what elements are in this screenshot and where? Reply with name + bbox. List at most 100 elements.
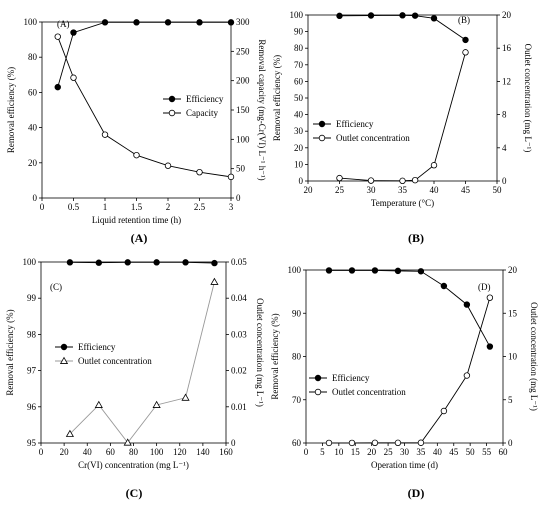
y-tick-label: 0 bbox=[33, 193, 38, 203]
series-efficiency bbox=[325, 267, 494, 350]
y2-tick-label: 8 bbox=[502, 110, 507, 120]
legend-label: Capacity bbox=[186, 108, 218, 118]
y-tick-label: 80 bbox=[294, 43, 304, 53]
x-tick-label: 55 bbox=[482, 447, 492, 457]
y-tick-label: 70 bbox=[292, 395, 302, 405]
panel-tag: (C) bbox=[50, 282, 62, 292]
y2-tick-label: 250 bbox=[236, 46, 250, 56]
data-point bbox=[486, 294, 494, 301]
y-tick-label: 20 bbox=[28, 158, 38, 168]
legend-marker bbox=[59, 356, 69, 364]
x-tick-label: 5 bbox=[320, 447, 325, 457]
x-tick-label: 50 bbox=[466, 447, 476, 457]
y-tick-label: 80 bbox=[292, 352, 302, 362]
y-tick-label: 98 bbox=[27, 329, 37, 339]
data-point bbox=[164, 162, 172, 169]
data-point bbox=[462, 36, 469, 44]
x-tick-label: 20 bbox=[304, 185, 314, 195]
y2-tick-label: 20 bbox=[502, 10, 512, 20]
x-tick-label: 60 bbox=[106, 447, 116, 457]
legend-marker bbox=[168, 109, 176, 117]
y-tick-label: 70 bbox=[294, 60, 304, 70]
data-point bbox=[348, 439, 356, 447]
y2-tick-label: 0 bbox=[508, 438, 513, 448]
series-line bbox=[69, 261, 215, 264]
y-tick-label: 50 bbox=[294, 93, 304, 103]
series-line bbox=[57, 36, 232, 178]
legend: Efficiency Outlet concentration bbox=[309, 373, 406, 397]
y2-tick-label: 10 bbox=[508, 352, 518, 362]
data-point bbox=[70, 74, 77, 81]
x-tick-label: 45 bbox=[449, 447, 459, 457]
data-point bbox=[367, 12, 375, 19]
y2-tick-label: 50 bbox=[236, 164, 246, 174]
legend: Efficiency Outlet concentration bbox=[55, 342, 152, 366]
y-tick-label: 100 bbox=[23, 257, 37, 267]
y-tick-label: 60 bbox=[294, 76, 304, 86]
data-point bbox=[463, 301, 471, 308]
x-tick-label: 25 bbox=[335, 185, 345, 195]
series-line bbox=[57, 21, 231, 88]
data-point bbox=[152, 400, 161, 408]
data-point bbox=[336, 12, 343, 20]
legend-marker bbox=[60, 343, 68, 351]
y-tick-label: 40 bbox=[294, 110, 304, 120]
y2-tick-label: 150 bbox=[236, 105, 250, 115]
y2-axis-label: Outlet concentration (mg L⁻¹) bbox=[523, 44, 533, 153]
series-line bbox=[339, 52, 466, 182]
legend: Efficiency Outlet concentration bbox=[313, 119, 410, 143]
data-point bbox=[133, 19, 140, 26]
y2-tick-label: 20 bbox=[508, 265, 518, 275]
panel-tag: (A) bbox=[57, 19, 70, 29]
legend-label: Efficiency bbox=[332, 373, 370, 383]
y2-tick-label: 15 bbox=[508, 308, 518, 318]
y2-tick-label: 0.04 bbox=[231, 293, 247, 303]
data-point bbox=[227, 19, 235, 26]
y2-tick-label: 100 bbox=[236, 134, 250, 144]
panel-D: 0 5 10 15 20 25 30 35 40 45 50 55 60 60 70 80 90 100 0 5 10 1… bbox=[270, 265, 539, 500]
x-axis-label: Operation time (d) bbox=[371, 460, 438, 470]
legend-label: Outlet concentration bbox=[336, 133, 410, 143]
x-tick-label: 20 bbox=[60, 447, 70, 457]
y-tick-label: 60 bbox=[292, 438, 302, 448]
data-point bbox=[325, 267, 333, 274]
data-point bbox=[371, 267, 379, 274]
panel-A: 0 0.5 1 1.5 2 2.5 3020406080100050100150200250… bbox=[6, 17, 267, 245]
data-point bbox=[123, 438, 132, 446]
data-point bbox=[164, 19, 172, 26]
series-secondary bbox=[336, 49, 469, 185]
x-tick-label: 80 bbox=[129, 447, 139, 457]
x-tick-label: 40 bbox=[433, 447, 443, 457]
legend: Efficiency Capacity bbox=[163, 94, 224, 118]
data-point bbox=[411, 176, 419, 184]
data-point bbox=[367, 177, 375, 184]
data-point bbox=[417, 268, 425, 275]
y-tick-label: 100 bbox=[290, 10, 304, 20]
x-axis-label: Temperature (°C) bbox=[371, 198, 434, 208]
data-point bbox=[430, 162, 438, 169]
data-point bbox=[348, 267, 356, 274]
y-tick-label: 97 bbox=[27, 366, 37, 376]
y2-tick-label: 16 bbox=[502, 43, 512, 53]
data-point bbox=[227, 173, 235, 181]
data-point bbox=[417, 439, 425, 446]
x-axis-label: Cr(VI) concentration (mg L⁻¹) bbox=[78, 460, 189, 470]
series-secondary bbox=[325, 294, 494, 447]
panel-caption: (A) bbox=[131, 231, 148, 245]
legend-label: Efficiency bbox=[186, 94, 224, 104]
y-tick-label: 60 bbox=[28, 87, 38, 97]
data-point bbox=[411, 12, 419, 19]
x-tick-label: 100 bbox=[150, 447, 164, 457]
series-line bbox=[328, 269, 491, 347]
y2-tick-label: 0 bbox=[231, 438, 236, 448]
series-line bbox=[328, 297, 491, 444]
y2-tick-label: 0.05 bbox=[231, 257, 247, 267]
data-point bbox=[54, 83, 61, 91]
x-tick-label: 30 bbox=[367, 185, 377, 195]
legend-label: Outlet concentration bbox=[78, 356, 152, 366]
panel-tag: (B) bbox=[458, 15, 470, 25]
data-point bbox=[94, 400, 103, 408]
legend-marker bbox=[318, 120, 326, 128]
y2-tick-label: 0 bbox=[236, 193, 241, 203]
series-secondary bbox=[54, 33, 235, 181]
